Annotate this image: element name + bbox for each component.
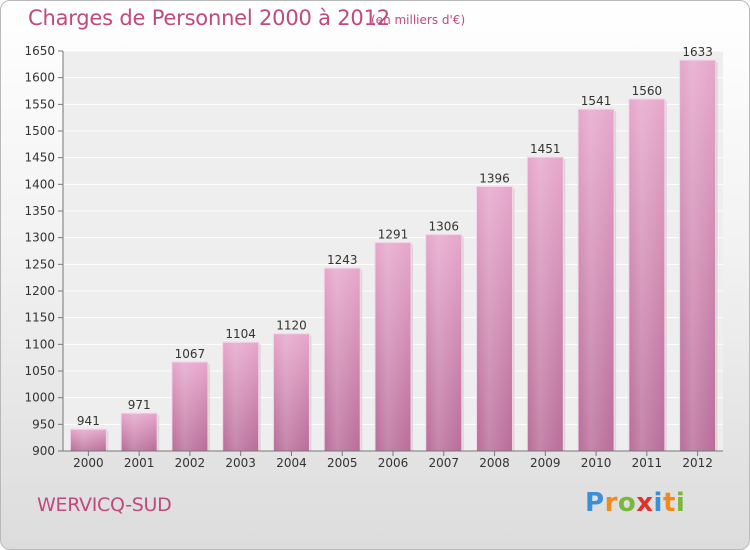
- commune-name: WERVICQ-SUD: [37, 494, 172, 516]
- bar-highlight: [628, 99, 665, 451]
- x-tick-label: 2004: [276, 456, 307, 470]
- data-label: 1560: [632, 84, 663, 98]
- logo-letter: o: [617, 488, 637, 518]
- bar-highlight: [527, 157, 564, 451]
- data-label: 1067: [175, 347, 206, 361]
- chart-subtitle: (en milliers d'€): [371, 13, 466, 27]
- y-tick-label: 1100: [24, 337, 55, 351]
- x-tick-label: 2012: [682, 456, 713, 470]
- y-tick-label: 1250: [24, 257, 55, 271]
- logo-letter: i: [653, 488, 663, 518]
- logo-letter: r: [604, 488, 618, 518]
- y-tick-label: 1300: [24, 231, 55, 245]
- y-tick-label: 1400: [24, 177, 55, 191]
- label-layer: 941 971 1067 1104 1120 1243 1291 1306 1396 1451 15…: [77, 45, 713, 428]
- logo-letter: x: [636, 488, 654, 518]
- bar-layer: [69, 59, 718, 452]
- data-label: 1243: [327, 253, 358, 267]
- bar-highlight: [70, 429, 107, 451]
- data-label: 1104: [225, 327, 256, 341]
- logo-letter: t: [662, 488, 676, 518]
- y-tick-label: 1150: [24, 311, 55, 325]
- x-tick-label: 2000: [73, 456, 104, 470]
- data-label: 941: [77, 414, 100, 428]
- data-label: 1541: [581, 94, 612, 108]
- y-tick-label: 1650: [24, 44, 55, 58]
- bar-highlight: [171, 361, 208, 451]
- x-tick-label: 2009: [530, 456, 561, 470]
- data-label: 1451: [530, 142, 561, 156]
- y-tick-label: 950: [32, 417, 55, 431]
- x-tick-label: 2007: [428, 456, 459, 470]
- y-tick-label: 1000: [24, 391, 55, 405]
- data-label: 1306: [428, 219, 459, 233]
- proxiti-logo: Proxiti: [585, 488, 685, 518]
- y-tick-label: 1600: [24, 71, 55, 85]
- x-tick-label: 2002: [175, 456, 206, 470]
- data-label: 1633: [682, 45, 713, 59]
- y-tick-label: 1500: [24, 124, 55, 138]
- bar-highlight: [679, 60, 716, 452]
- y-tick-label: 1050: [24, 364, 55, 378]
- y-tick-label: 1550: [24, 97, 55, 111]
- logo-letter: P: [585, 488, 605, 518]
- logo-letter: i: [675, 488, 686, 518]
- data-label: 1396: [479, 171, 510, 185]
- data-label: 971: [128, 398, 151, 412]
- x-tick-label: 2010: [581, 456, 612, 470]
- data-label: 1120: [276, 319, 307, 333]
- y-tick-label: 1350: [24, 204, 55, 218]
- x-tick-label: 2003: [225, 456, 256, 470]
- x-tick-label: 2006: [378, 456, 409, 470]
- y-tick-label: 1450: [24, 151, 55, 165]
- bar-highlight: [375, 242, 411, 451]
- bar-highlight: [578, 109, 615, 451]
- y-tick-label: 900: [32, 444, 55, 458]
- bar-highlight: [476, 186, 513, 451]
- chart-title: Charges de Personnel 2000 à 2012: [28, 6, 390, 30]
- bar-highlight: [121, 413, 158, 451]
- bar-highlight: [222, 342, 259, 451]
- axis-layer: 900 950 1000 1050 1100 1150 1200 1250 1300 1350 14…: [24, 44, 723, 470]
- x-tick-label: 2011: [632, 456, 663, 470]
- x-tick-label: 2008: [479, 456, 510, 470]
- bar-highlight: [324, 268, 361, 451]
- x-tick-label: 2001: [124, 456, 155, 470]
- y-tick-label: 1200: [24, 284, 55, 298]
- bar-highlight: [273, 333, 310, 451]
- bar-highlight: [425, 234, 462, 451]
- data-label: 1291: [378, 227, 409, 241]
- x-tick-label: 2005: [327, 456, 358, 470]
